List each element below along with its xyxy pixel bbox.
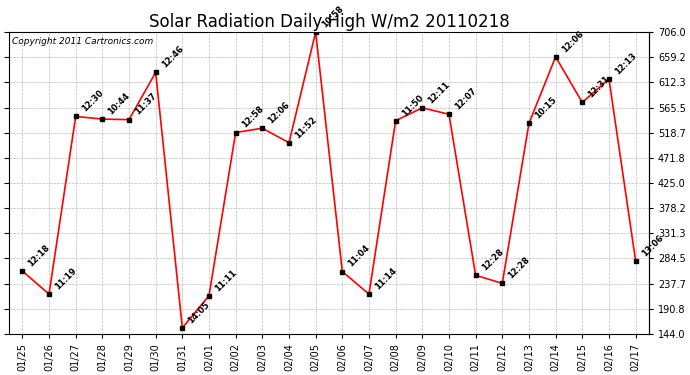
Text: 12:28: 12:28	[506, 255, 532, 280]
Text: 12:13: 12:13	[613, 51, 638, 76]
Text: 10:58: 10:58	[319, 4, 345, 29]
Text: 11:04: 11:04	[346, 243, 372, 269]
Text: 11:37: 11:37	[133, 92, 159, 117]
Text: 12:07: 12:07	[453, 86, 478, 111]
Text: 12:11: 12:11	[426, 80, 452, 105]
Text: 14:05: 14:05	[186, 300, 212, 325]
Text: 11:11: 11:11	[213, 267, 239, 293]
Text: 10:15: 10:15	[533, 95, 558, 121]
Text: 12:18: 12:18	[26, 243, 52, 268]
Text: 11:19: 11:19	[53, 266, 79, 291]
Text: 13:06: 13:06	[640, 233, 665, 258]
Text: 12:06: 12:06	[560, 29, 585, 54]
Text: 12:30: 12:30	[80, 88, 105, 114]
Text: 11:50: 11:50	[400, 93, 425, 118]
Text: 12:58: 12:58	[240, 105, 265, 130]
Text: 12:31: 12:31	[586, 74, 612, 100]
Text: 10:44: 10:44	[106, 91, 132, 116]
Text: 12:06: 12:06	[266, 100, 292, 126]
Text: 12:28: 12:28	[480, 247, 505, 273]
Text: 11:52: 11:52	[293, 115, 319, 140]
Title: Solar Radiation Daily High W/m2 20110218: Solar Radiation Daily High W/m2 20110218	[148, 13, 509, 31]
Text: Copyright 2011 Cartronics.com: Copyright 2011 Cartronics.com	[12, 37, 153, 46]
Text: 12:46: 12:46	[160, 44, 185, 70]
Text: 11:14: 11:14	[373, 266, 399, 291]
